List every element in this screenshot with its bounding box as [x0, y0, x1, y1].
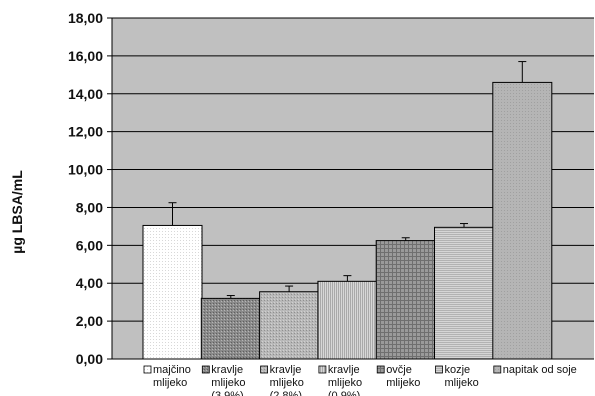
category-label: mlijeko	[270, 377, 304, 389]
y-tick-label: 4,00	[76, 275, 103, 291]
y-tick-label: 18,00	[68, 10, 103, 26]
bar	[200, 297, 261, 360]
y-tick-label: 8,00	[76, 199, 103, 215]
y-tick-label: 6,00	[76, 237, 103, 253]
category-swatch	[201, 365, 210, 374]
y-tick-label: 12,00	[68, 124, 103, 140]
category-label: mlijeko	[328, 377, 362, 389]
x-axis-labels: majčinomlijekokravljemlijeko(3,9%)kravlj…	[143, 364, 577, 396]
y-axis-label: µg LBSA/mL	[9, 170, 25, 254]
category-label: mlijeko	[445, 377, 479, 389]
category-swatch	[376, 365, 385, 374]
y-tick-label: 16,00	[68, 48, 103, 64]
category-label: (2,8%)	[270, 390, 302, 396]
bar	[317, 280, 378, 360]
category-label: mlijeko	[153, 377, 187, 389]
y-tick-label: 2,00	[76, 313, 103, 329]
y-tick-label: 14,00	[68, 86, 103, 102]
error-bars	[168, 61, 527, 299]
y-axis-ticks: 0,00 2,00 4,00 6,00 8,00 10,00 12,00 14,00 16,00…	[68, 10, 112, 367]
category-label: kozje	[445, 364, 471, 376]
y-tick-label: 10,00	[68, 162, 103, 178]
bars	[142, 81, 553, 360]
category-swatch	[318, 365, 327, 374]
category-label: kravlje	[270, 364, 302, 376]
category-label: mlijeko	[211, 377, 245, 389]
bar	[434, 226, 494, 360]
category-swatch	[435, 365, 443, 374]
category-swatch	[260, 365, 269, 374]
category-label: (0,9%)	[328, 390, 360, 396]
category-label: kravlje	[328, 364, 360, 376]
y-tick-label: 0,00	[76, 351, 103, 367]
category-label: kravlje	[211, 364, 243, 376]
bar	[375, 240, 436, 360]
bar	[142, 224, 203, 360]
category-swatch	[493, 365, 502, 374]
category-swatch	[143, 365, 152, 374]
category-label: (3,9%)	[211, 390, 243, 396]
bar	[259, 291, 320, 360]
category-label: mlijeko	[386, 377, 420, 389]
category-label: majčino	[153, 364, 191, 376]
category-label: napitak od soje	[503, 364, 577, 376]
category-label: ovčje	[386, 364, 412, 376]
bar	[492, 81, 553, 360]
